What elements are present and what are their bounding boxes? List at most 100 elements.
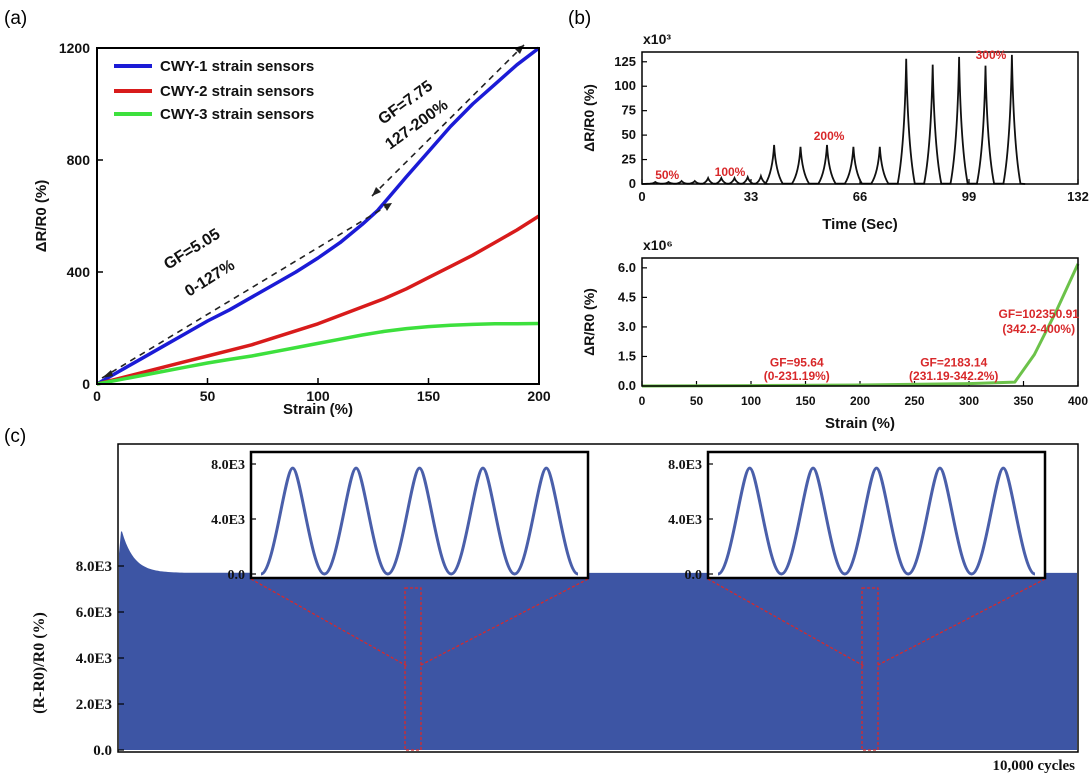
x-tick-label-a: 150: [417, 388, 441, 404]
chart-c: 0.0 2.0E3 4.0E3 6.0E3 8.0E3 0.0 4.0E3 8.0E3 0.…: [31, 443, 1079, 774]
x-tick-label-b-bottom: 350: [1013, 394, 1033, 408]
y-tick-label-b-bottom: 4.5: [618, 289, 636, 304]
y-tick-label-c: 6.0E3: [76, 605, 112, 621]
y-tick-label-b-top: 125: [614, 54, 636, 69]
x-tick-label-b-bottom: 50: [690, 394, 704, 408]
inset-y-tick-label: 4.0E3: [668, 513, 702, 528]
cycles-label: 10,000 cycles: [993, 758, 1076, 774]
strain-level-annotation: 200%: [814, 129, 845, 143]
x-tick-label-b-top: 99: [962, 189, 976, 204]
x-tick-label-a: 200: [527, 388, 551, 404]
y-axis-label-c: (R-R0)/R0 (%): [31, 612, 48, 714]
legend-a: CWY-1 strain sensors CWY-2 strain sensor…: [114, 58, 314, 123]
x-tick-label-b-bottom: 300: [959, 394, 979, 408]
inset-frame-2: [706, 450, 1047, 580]
y-tick-label-a: 400: [67, 264, 91, 280]
y-tick-label-c: 8.0E3: [76, 559, 112, 575]
x-tick-label-a: 50: [200, 388, 216, 404]
y-tick-label-a: 1200: [59, 40, 90, 56]
inset-y-tick-label: 4.0E3: [211, 513, 245, 528]
plot-frame-b-bottom: [641, 257, 1079, 387]
x-tick-label-b-bottom: 250: [904, 394, 924, 408]
gf-annotation: (342.2-400%): [1002, 322, 1075, 336]
series-line-cwy2: [96, 214, 540, 386]
y-tick-label-b-bottom: 6.0: [618, 260, 636, 275]
x-axis-label-b-bottom: Strain (%): [825, 415, 895, 432]
inset-y-tick-label: 8.0E3: [668, 458, 702, 473]
y-tick-label-c: 2.0E3: [76, 697, 112, 713]
x-axis-label-a: Strain (%): [283, 401, 353, 418]
y-tick-label-b-bottom: 1.5: [618, 348, 636, 363]
x-tick-label-b-bottom: 0: [639, 394, 646, 408]
y-axis-label-a: ΔR/R0 (%): [33, 180, 50, 252]
fit-arrow-mid-b: [372, 187, 381, 196]
multiplier-b-bottom: x10⁶: [643, 237, 673, 253]
y-tick-label-c: 0.0: [93, 743, 112, 759]
x-tick-label-a: 0: [93, 388, 101, 404]
series-line-cwy3: [96, 321, 540, 386]
zoom-connectors: [250, 578, 1046, 751]
inset-y-tick-label: 0.0: [685, 568, 703, 583]
x-tick-label-b-top: 66: [853, 189, 867, 204]
connector-1b: [418, 578, 589, 667]
gf-annotation: (0-231.19%): [764, 369, 830, 383]
fit-line-gf775: [371, 44, 525, 197]
chart-a: 0 50 100 150 200 0 400 800 1200 CWY-1 strain sen…: [33, 40, 551, 418]
y-tick-label-b-top: 25: [622, 152, 636, 167]
gf-annotation: GF=95.64: [770, 355, 824, 369]
y-tick-label-b-top: 0: [629, 176, 636, 191]
y-tick-label-b-bottom: 0.0: [618, 378, 636, 393]
connector-2b: [875, 578, 1046, 667]
inset-2: 0.0 4.0E3 8.0E3: [668, 450, 1047, 583]
chart-b-bottom: 0 50 100 150 200 250 300 350 4000.01.53.04.56.0 …: [581, 237, 1088, 432]
y-tick-label-b-top: 75: [622, 103, 636, 118]
plot-frame-c: [117, 443, 1079, 753]
zoom-box-2: [861, 587, 879, 751]
panel-label-a: (a): [4, 8, 27, 29]
x-tick-label-b-top: 33: [744, 189, 758, 204]
y-tick-label-c: 4.0E3: [76, 651, 112, 667]
strain-level-annotation: 300%: [976, 48, 1007, 62]
y-tick-label-a: 0: [82, 376, 90, 392]
panel-label-c: (c): [4, 426, 26, 447]
zoom-box-1: [404, 587, 422, 751]
x-tick-label-a: 100: [306, 388, 330, 404]
annot-range-0-127: 0-127%: [182, 257, 238, 301]
legend-label-cwy2: CWY-2 strain sensors: [160, 83, 314, 100]
y-tick-label-b-top: 50: [622, 127, 636, 142]
y-tick-label-b-top: 100: [614, 78, 636, 93]
strain-level-annotation: 50%: [655, 168, 679, 182]
x-axis-label-b-top: Time (Sec): [822, 216, 898, 233]
inset-1: 0.0 4.0E3 8.0E3: [211, 450, 590, 583]
gf-annotation: GF=102350.91: [999, 307, 1080, 321]
x-tick-label-b-bottom: 400: [1068, 394, 1088, 408]
y-axis-label-b-top: ΔR/R0 (%): [581, 84, 597, 152]
inset-frame-1: [249, 450, 590, 580]
y-axis-label-b-bottom: ΔR/R0 (%): [581, 288, 597, 356]
legend-label-cwy1: CWY-1 strain sensors: [160, 58, 314, 75]
multiplier-b-top: x10³: [643, 31, 671, 47]
inset-y-tick-label: 0.0: [228, 568, 246, 583]
x-tick-label-b-top: 0: [638, 189, 645, 204]
fit-arrow-left: [102, 370, 113, 378]
inset-y-tick-label: 8.0E3: [211, 458, 245, 473]
y-tick-label-b-bottom: 3.0: [618, 319, 636, 334]
fit-line-gf505: [101, 202, 393, 379]
legend-label-cwy3: CWY-3 strain sensors: [160, 106, 314, 123]
x-tick-label-b-bottom: 100: [741, 394, 761, 408]
x-tick-label-b-bottom: 150: [795, 394, 815, 408]
x-tick-label-b-bottom: 200: [850, 394, 870, 408]
y-tick-label-a: 800: [67, 152, 91, 168]
panel-label-b: (b): [568, 8, 591, 29]
plot-frame-a: [96, 47, 540, 385]
gf-annotation: (231.19-342.2%): [909, 369, 998, 383]
strain-level-annotation: 100%: [715, 165, 746, 179]
inset-waveform: [260, 466, 579, 576]
gf-annotation: GF=2183.14: [920, 355, 987, 369]
time-response-line: [641, 54, 1026, 185]
cyclic-response-area: [119, 531, 1077, 750]
series-line-cwy1: [96, 46, 541, 386]
inset-waveform: [717, 466, 1036, 576]
plot-frame-b-top: [641, 51, 1079, 185]
